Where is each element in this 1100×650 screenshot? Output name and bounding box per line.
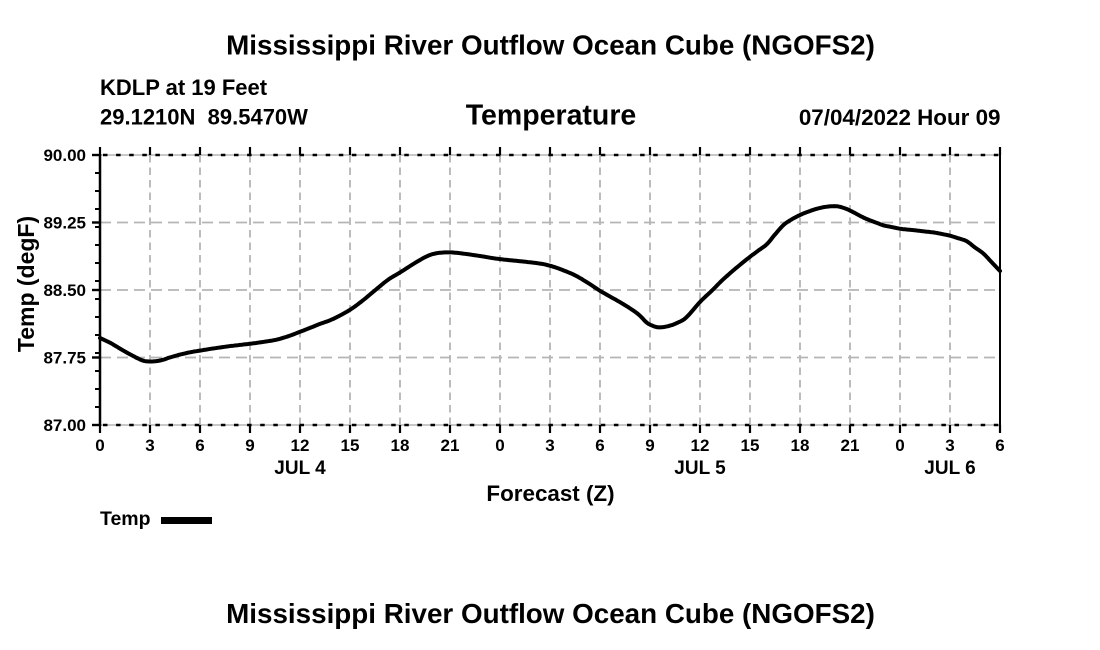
svg-text:88.50: 88.50 bbox=[43, 281, 86, 300]
svg-text:Temperature: Temperature bbox=[466, 100, 637, 132]
svg-text:18: 18 bbox=[791, 436, 810, 455]
svg-text:89.25: 89.25 bbox=[43, 214, 86, 233]
svg-text:12: 12 bbox=[291, 436, 310, 455]
svg-text:0: 0 bbox=[895, 436, 904, 455]
svg-text:21: 21 bbox=[841, 436, 860, 455]
svg-text:3: 3 bbox=[545, 436, 554, 455]
svg-text:12: 12 bbox=[691, 436, 710, 455]
svg-text:9: 9 bbox=[645, 436, 654, 455]
svg-text:Temp: Temp bbox=[100, 508, 151, 530]
svg-text:18: 18 bbox=[391, 436, 410, 455]
svg-text:29.1210N 89.5470W: 29.1210N 89.5470W bbox=[100, 105, 308, 130]
svg-text:21: 21 bbox=[441, 436, 460, 455]
svg-text:Mississippi River Outflow Ocea: Mississippi River Outflow Ocean Cube (NG… bbox=[226, 598, 875, 629]
svg-text:Mississippi River Outflow Ocea: Mississippi River Outflow Ocean Cube (NG… bbox=[226, 30, 875, 61]
svg-text:07/04/2022 Hour 09: 07/04/2022 Hour 09 bbox=[799, 105, 1001, 130]
svg-text:15: 15 bbox=[741, 436, 760, 455]
svg-text:3: 3 bbox=[945, 436, 954, 455]
svg-text:87.75: 87.75 bbox=[43, 349, 86, 368]
svg-text:15: 15 bbox=[341, 436, 360, 455]
svg-text:87.00: 87.00 bbox=[43, 416, 86, 435]
svg-text:6: 6 bbox=[995, 436, 1004, 455]
svg-text:KDLP at 19 Feet: KDLP at 19 Feet bbox=[100, 75, 268, 100]
svg-text:0: 0 bbox=[95, 436, 104, 455]
svg-text:6: 6 bbox=[595, 436, 604, 455]
svg-text:3: 3 bbox=[145, 436, 154, 455]
svg-text:6: 6 bbox=[195, 436, 204, 455]
svg-text:JUL 4: JUL 4 bbox=[274, 458, 326, 479]
svg-text:Temp (degF): Temp (degF) bbox=[13, 216, 39, 352]
svg-text:JUL 5: JUL 5 bbox=[674, 458, 726, 479]
svg-text:Forecast (Z): Forecast (Z) bbox=[486, 481, 614, 506]
svg-text:90.00: 90.00 bbox=[43, 146, 86, 165]
svg-text:9: 9 bbox=[245, 436, 254, 455]
svg-text:JUL 6: JUL 6 bbox=[924, 458, 975, 479]
svg-text:0: 0 bbox=[495, 436, 504, 455]
